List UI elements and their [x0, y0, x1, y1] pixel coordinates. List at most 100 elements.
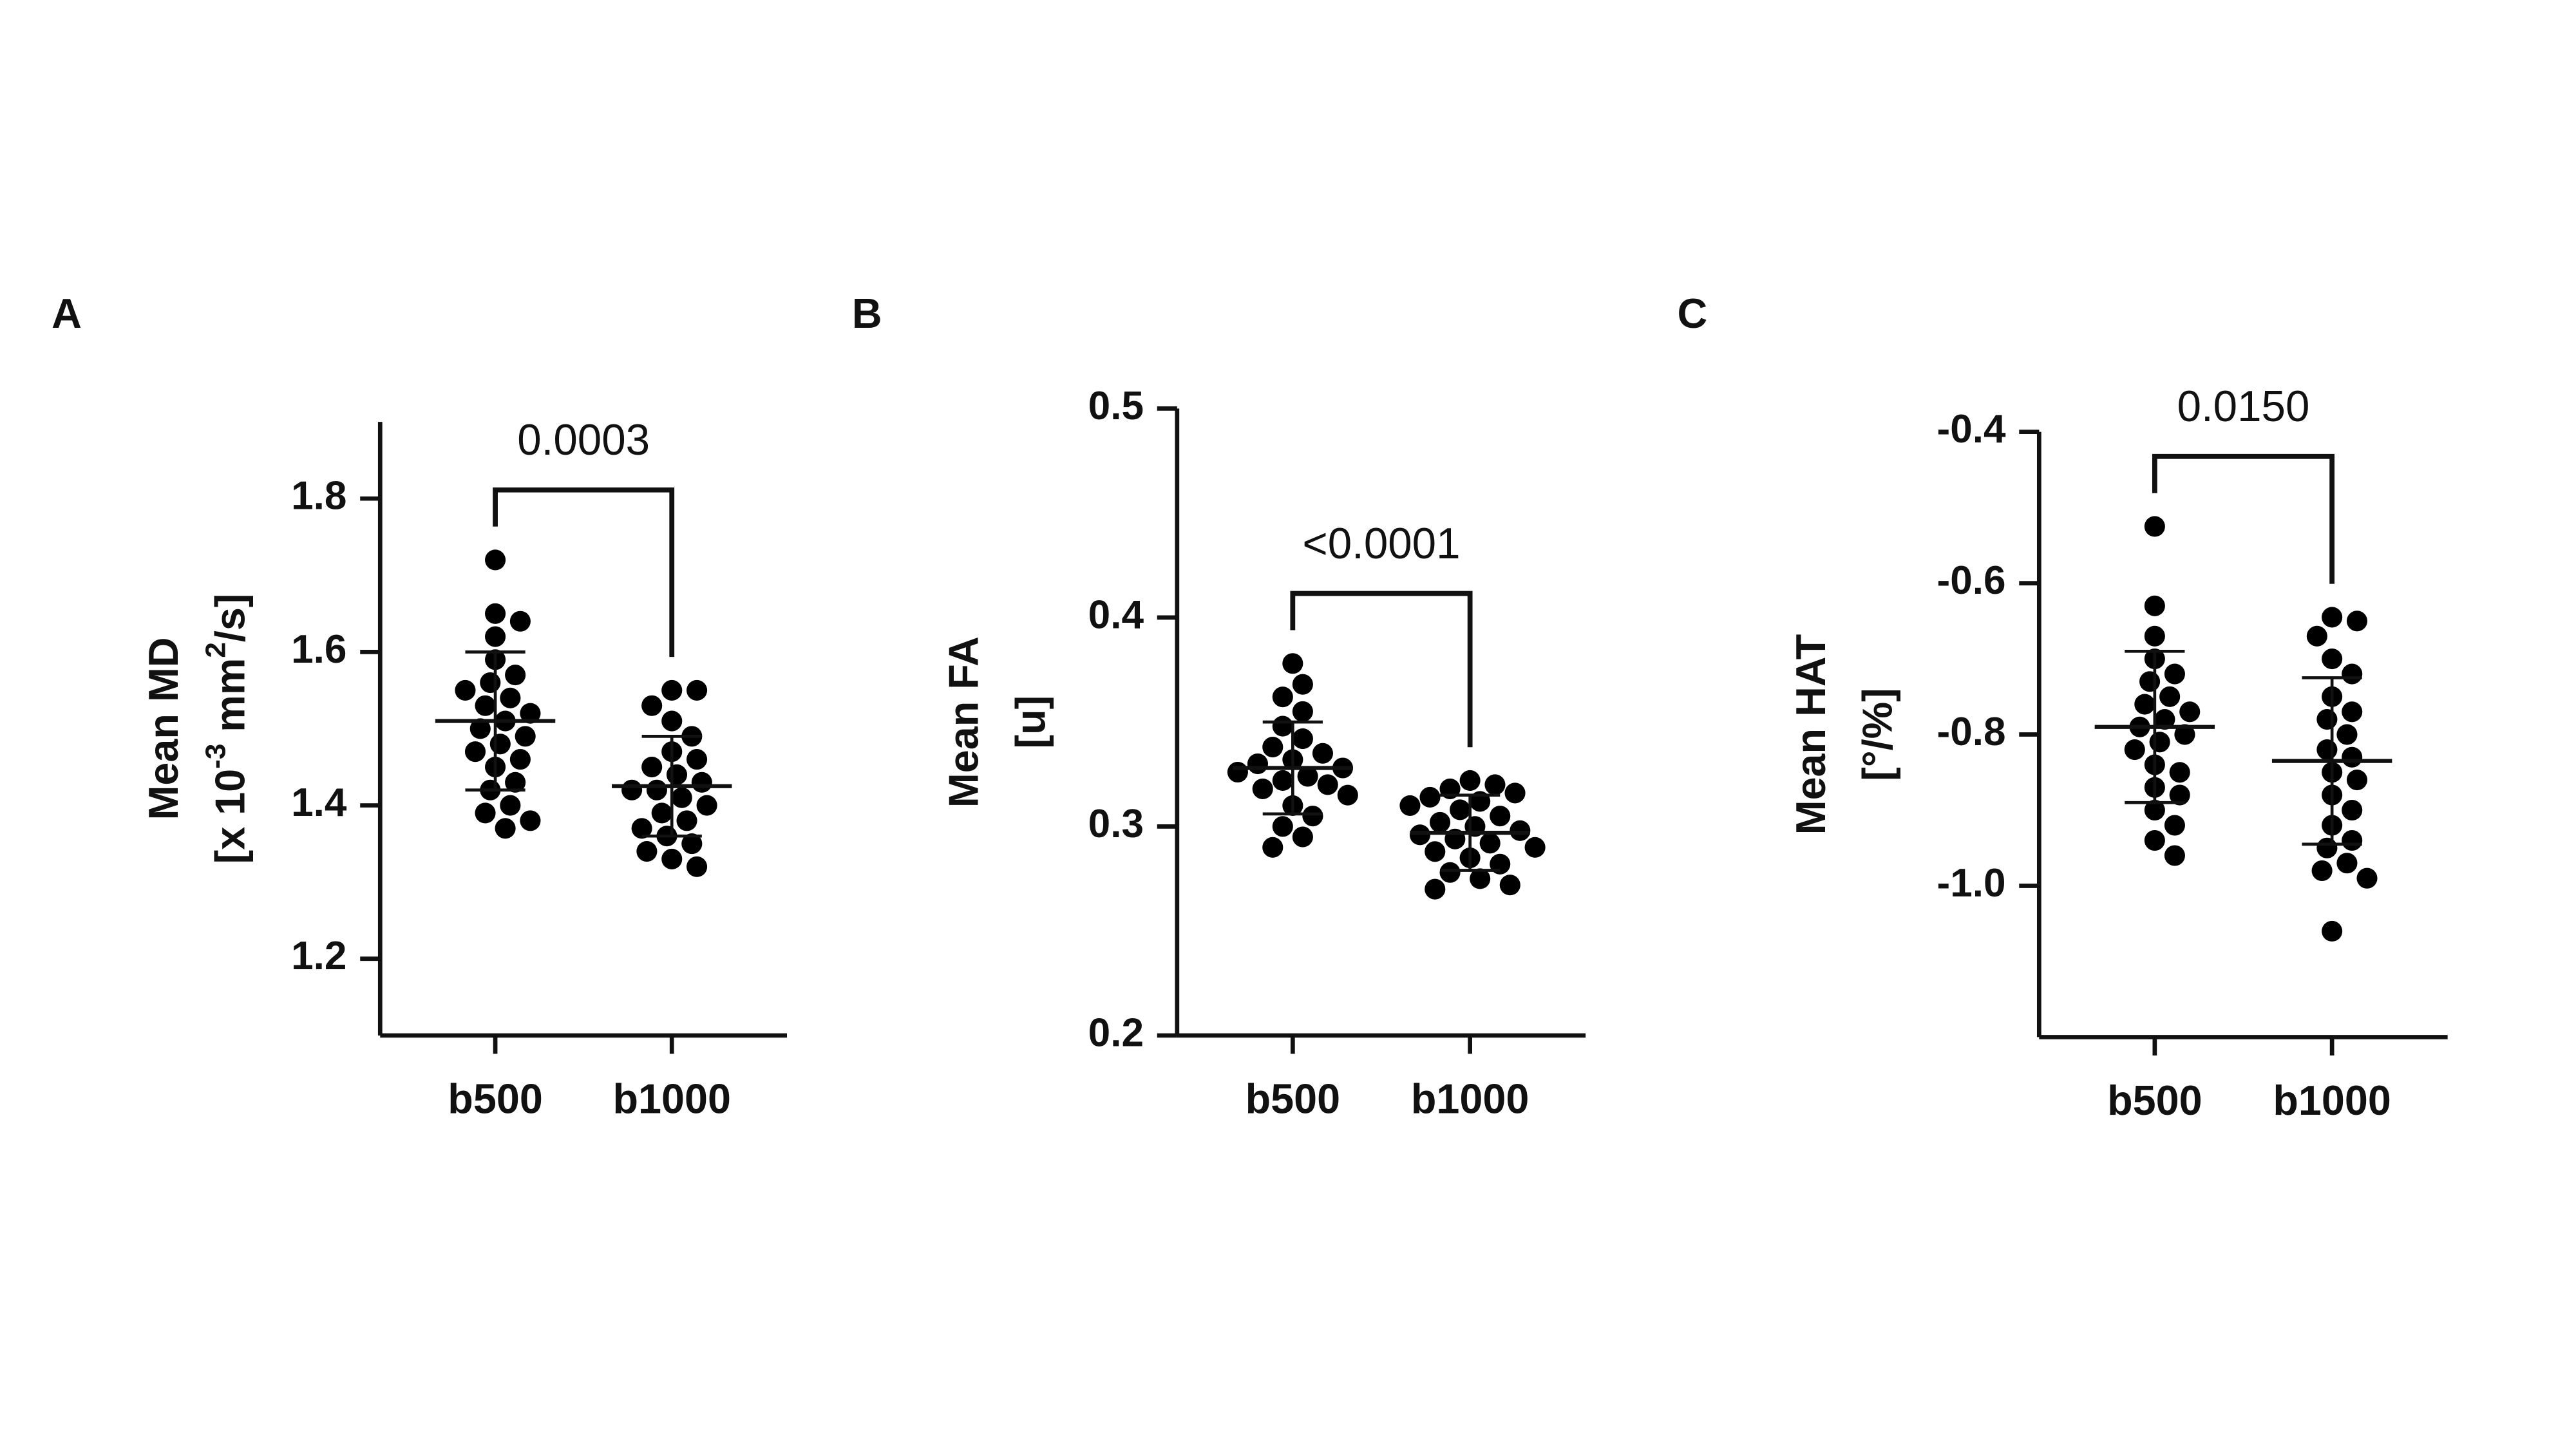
- data-point: [464, 741, 486, 762]
- data-point: [2342, 701, 2363, 723]
- data-point: [1262, 837, 1283, 858]
- data-point: [636, 840, 658, 862]
- data-point: [2144, 799, 2165, 821]
- data-point: [1292, 701, 1313, 722]
- y-tick-label: -0.8: [1937, 710, 2006, 754]
- data-point: [2154, 708, 2175, 730]
- data-point: [2169, 762, 2190, 783]
- y-tick-label: 1.4: [291, 781, 347, 825]
- data-point: [2342, 746, 2363, 768]
- x-tick-label: b1000: [612, 1075, 731, 1122]
- data-point: [2336, 724, 2358, 745]
- x-tick-label: b500: [1245, 1075, 1341, 1122]
- x-tick-label: b1000: [1411, 1075, 1530, 1122]
- data-point: [520, 703, 541, 724]
- data-point: [687, 679, 708, 701]
- data-point: [621, 779, 643, 800]
- data-point: [1425, 841, 1446, 862]
- data-point: [1459, 770, 1481, 791]
- panel-label: A: [52, 290, 82, 337]
- data-point: [500, 687, 521, 708]
- data-point: [1302, 806, 1323, 827]
- data-point: [1272, 687, 1293, 708]
- y-axis-label-part: [x 10: [207, 769, 254, 864]
- y-tick-label: 0.2: [1088, 1010, 1144, 1055]
- data-point: [661, 848, 683, 869]
- data-point: [651, 802, 672, 824]
- data-point: [2316, 708, 2338, 730]
- data-point: [489, 734, 511, 755]
- data-point: [485, 549, 506, 571]
- data-point: [1490, 806, 1511, 827]
- data-point: [485, 603, 506, 624]
- data-point: [1470, 868, 1491, 889]
- data-point: [2322, 649, 2343, 670]
- data-point: [1282, 653, 1303, 674]
- data-point: [2311, 860, 2333, 882]
- data-point: [1450, 799, 1471, 820]
- p-value: <0.0001: [1302, 520, 1460, 568]
- data-point: [641, 695, 663, 716]
- data-point: [671, 787, 692, 808]
- data-point: [505, 665, 526, 686]
- x-tick-label: b500: [448, 1075, 543, 1122]
- significance-bracket: [1290, 591, 1473, 748]
- data-point: [1425, 878, 1446, 900]
- data-point: [1419, 786, 1441, 808]
- data-point: [2144, 516, 2165, 537]
- data-point: [1499, 875, 1520, 896]
- data-point: [455, 679, 476, 701]
- data-point: [691, 772, 712, 793]
- data-point: [1227, 761, 1248, 783]
- data-point: [1252, 778, 1273, 800]
- data-point: [1272, 715, 1293, 737]
- data-point: [2144, 829, 2165, 851]
- data-point: [505, 772, 526, 793]
- y-tick-label: -0.6: [1937, 558, 2006, 603]
- y-axis-label: [x 10-3 mm2/s]: [200, 594, 254, 864]
- data-point: [1524, 837, 1546, 858]
- data-point: [2306, 625, 2327, 647]
- data-point: [2346, 769, 2368, 791]
- data-point: [509, 611, 531, 632]
- data-point: [696, 795, 717, 816]
- panel-label: B: [852, 290, 882, 337]
- y-tick-label: -1.0: [1937, 861, 2006, 905]
- data-point: [2322, 920, 2343, 942]
- data-point: [2316, 739, 2338, 761]
- y-axis-label: Mean FA: [940, 636, 987, 808]
- data-point: [1317, 774, 1338, 795]
- data-point: [2169, 784, 2190, 806]
- data-point: [1272, 816, 1293, 837]
- data-point: [1504, 782, 1526, 804]
- data-point: [631, 818, 652, 839]
- data-point: [485, 626, 506, 647]
- data-point: [1292, 674, 1313, 695]
- data-point: [2159, 686, 2181, 707]
- data-point: [2174, 724, 2195, 745]
- data-point: [475, 802, 496, 824]
- data-point: [641, 756, 663, 778]
- data-point: [2124, 739, 2145, 761]
- data-point: [2164, 845, 2185, 866]
- data-point: [1429, 811, 1451, 833]
- data-point: [2149, 732, 2170, 753]
- significance-bracket: [2152, 453, 2335, 584]
- data-point: [2144, 625, 2165, 647]
- data-point: [2356, 867, 2378, 889]
- data-point: [509, 749, 531, 770]
- y-tick-label: 0.3: [1088, 802, 1144, 846]
- data-point: [687, 856, 708, 877]
- data-point: [1337, 784, 1358, 806]
- data-point: [2164, 663, 2185, 685]
- data-point: [1262, 737, 1283, 758]
- data-point: [1292, 826, 1313, 848]
- p-value: 0.0003: [517, 416, 650, 464]
- data-point: [1479, 833, 1501, 854]
- data-point: [661, 710, 683, 732]
- y-tick-label: 0.5: [1088, 384, 1144, 428]
- data-point: [475, 695, 496, 716]
- data-point: [666, 764, 688, 785]
- data-point: [1272, 770, 1293, 791]
